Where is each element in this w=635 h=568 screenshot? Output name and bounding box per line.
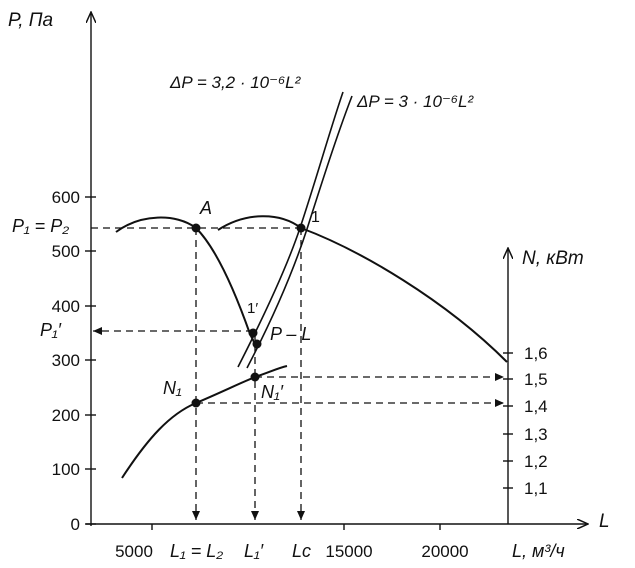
l-axis-unit-label: L, м³/ч	[512, 541, 565, 561]
l-tick-label-5000: 5000	[115, 542, 153, 561]
n-tick-label-1-1: 1,1	[524, 479, 548, 498]
p-tick-label-200: 200	[52, 406, 80, 425]
point-1-label: 1	[311, 209, 320, 226]
point-n1-prime	[250, 372, 260, 382]
n-tick-label-1-6: 1,6	[524, 344, 548, 363]
point-1-prime-label: 1′	[247, 300, 258, 317]
formula-curve-1: ΔP = 3,2 · 10⁻⁶L²	[169, 73, 302, 92]
n-tick-label-1-3: 1,3	[524, 425, 548, 444]
l-axis-label: L	[599, 511, 610, 532]
n1-label: N₁	[163, 378, 182, 398]
point-1	[296, 223, 306, 233]
p-tick-200: 200	[52, 406, 96, 425]
point-n1	[191, 398, 201, 408]
parallel-fan-curve	[217, 215, 508, 363]
single-fan-curve	[115, 216, 257, 347]
p-minus-l-label: P – L	[270, 324, 311, 344]
p-tick-label-300: 300	[52, 351, 80, 370]
p-tick-300: 300	[52, 351, 96, 370]
p-tick-400: 400	[52, 297, 96, 316]
p-tick-label-600: 600	[52, 188, 80, 207]
p-tick-100: 100	[52, 460, 96, 479]
network-curve-3	[246, 95, 353, 369]
formula-curve-2: ΔP = 3 · 10⁻⁶L²	[356, 92, 474, 111]
point-1-prime	[248, 328, 258, 338]
p-tick-600: 600	[52, 188, 96, 207]
point-p-l	[252, 339, 262, 349]
n-tick-1-4: 1,4	[503, 397, 548, 416]
p-tick-label-0: 0	[71, 515, 80, 534]
p-axis-label: P, Па	[8, 10, 53, 31]
n-tick-1-2: 1,2	[503, 452, 548, 471]
n-tick-label-1-5: 1,5	[524, 370, 548, 389]
n-tick-label-1-4: 1,4	[524, 397, 548, 416]
lc-label: Lc	[292, 541, 311, 561]
l-tick-label-15000: 15000	[325, 542, 372, 561]
p-tick-label-500: 500	[52, 242, 80, 261]
l1-prime-label: L₁′	[244, 541, 264, 561]
p1-prime-label: P₁′	[40, 320, 62, 340]
n-tick-label-1-2: 1,2	[524, 452, 548, 471]
n-axis-label: N, кВт	[522, 248, 584, 269]
n-tick-1-6: 1,6	[503, 344, 548, 363]
power-curve	[121, 365, 288, 479]
n-tick-1-3: 1,3	[503, 425, 548, 444]
p-tick-label-100: 100	[52, 460, 80, 479]
p-tick-500: 500	[52, 242, 96, 261]
n-tick-1-5: 1,5	[503, 370, 548, 389]
l-tick-label-20000: 20000	[421, 542, 468, 561]
p-tick-label-400: 400	[52, 297, 80, 316]
p-tick-0: 0	[71, 515, 96, 534]
point-a-label: A	[199, 198, 212, 218]
n-tick-1-1: 1,1	[503, 479, 548, 498]
l1-eq-l2-label: L₁ = L₂	[170, 541, 223, 561]
point-a	[191, 223, 201, 233]
p1-eq-p2-label: P₁ = P₂	[12, 216, 69, 236]
n1-prime-label: N₁′	[261, 382, 284, 402]
